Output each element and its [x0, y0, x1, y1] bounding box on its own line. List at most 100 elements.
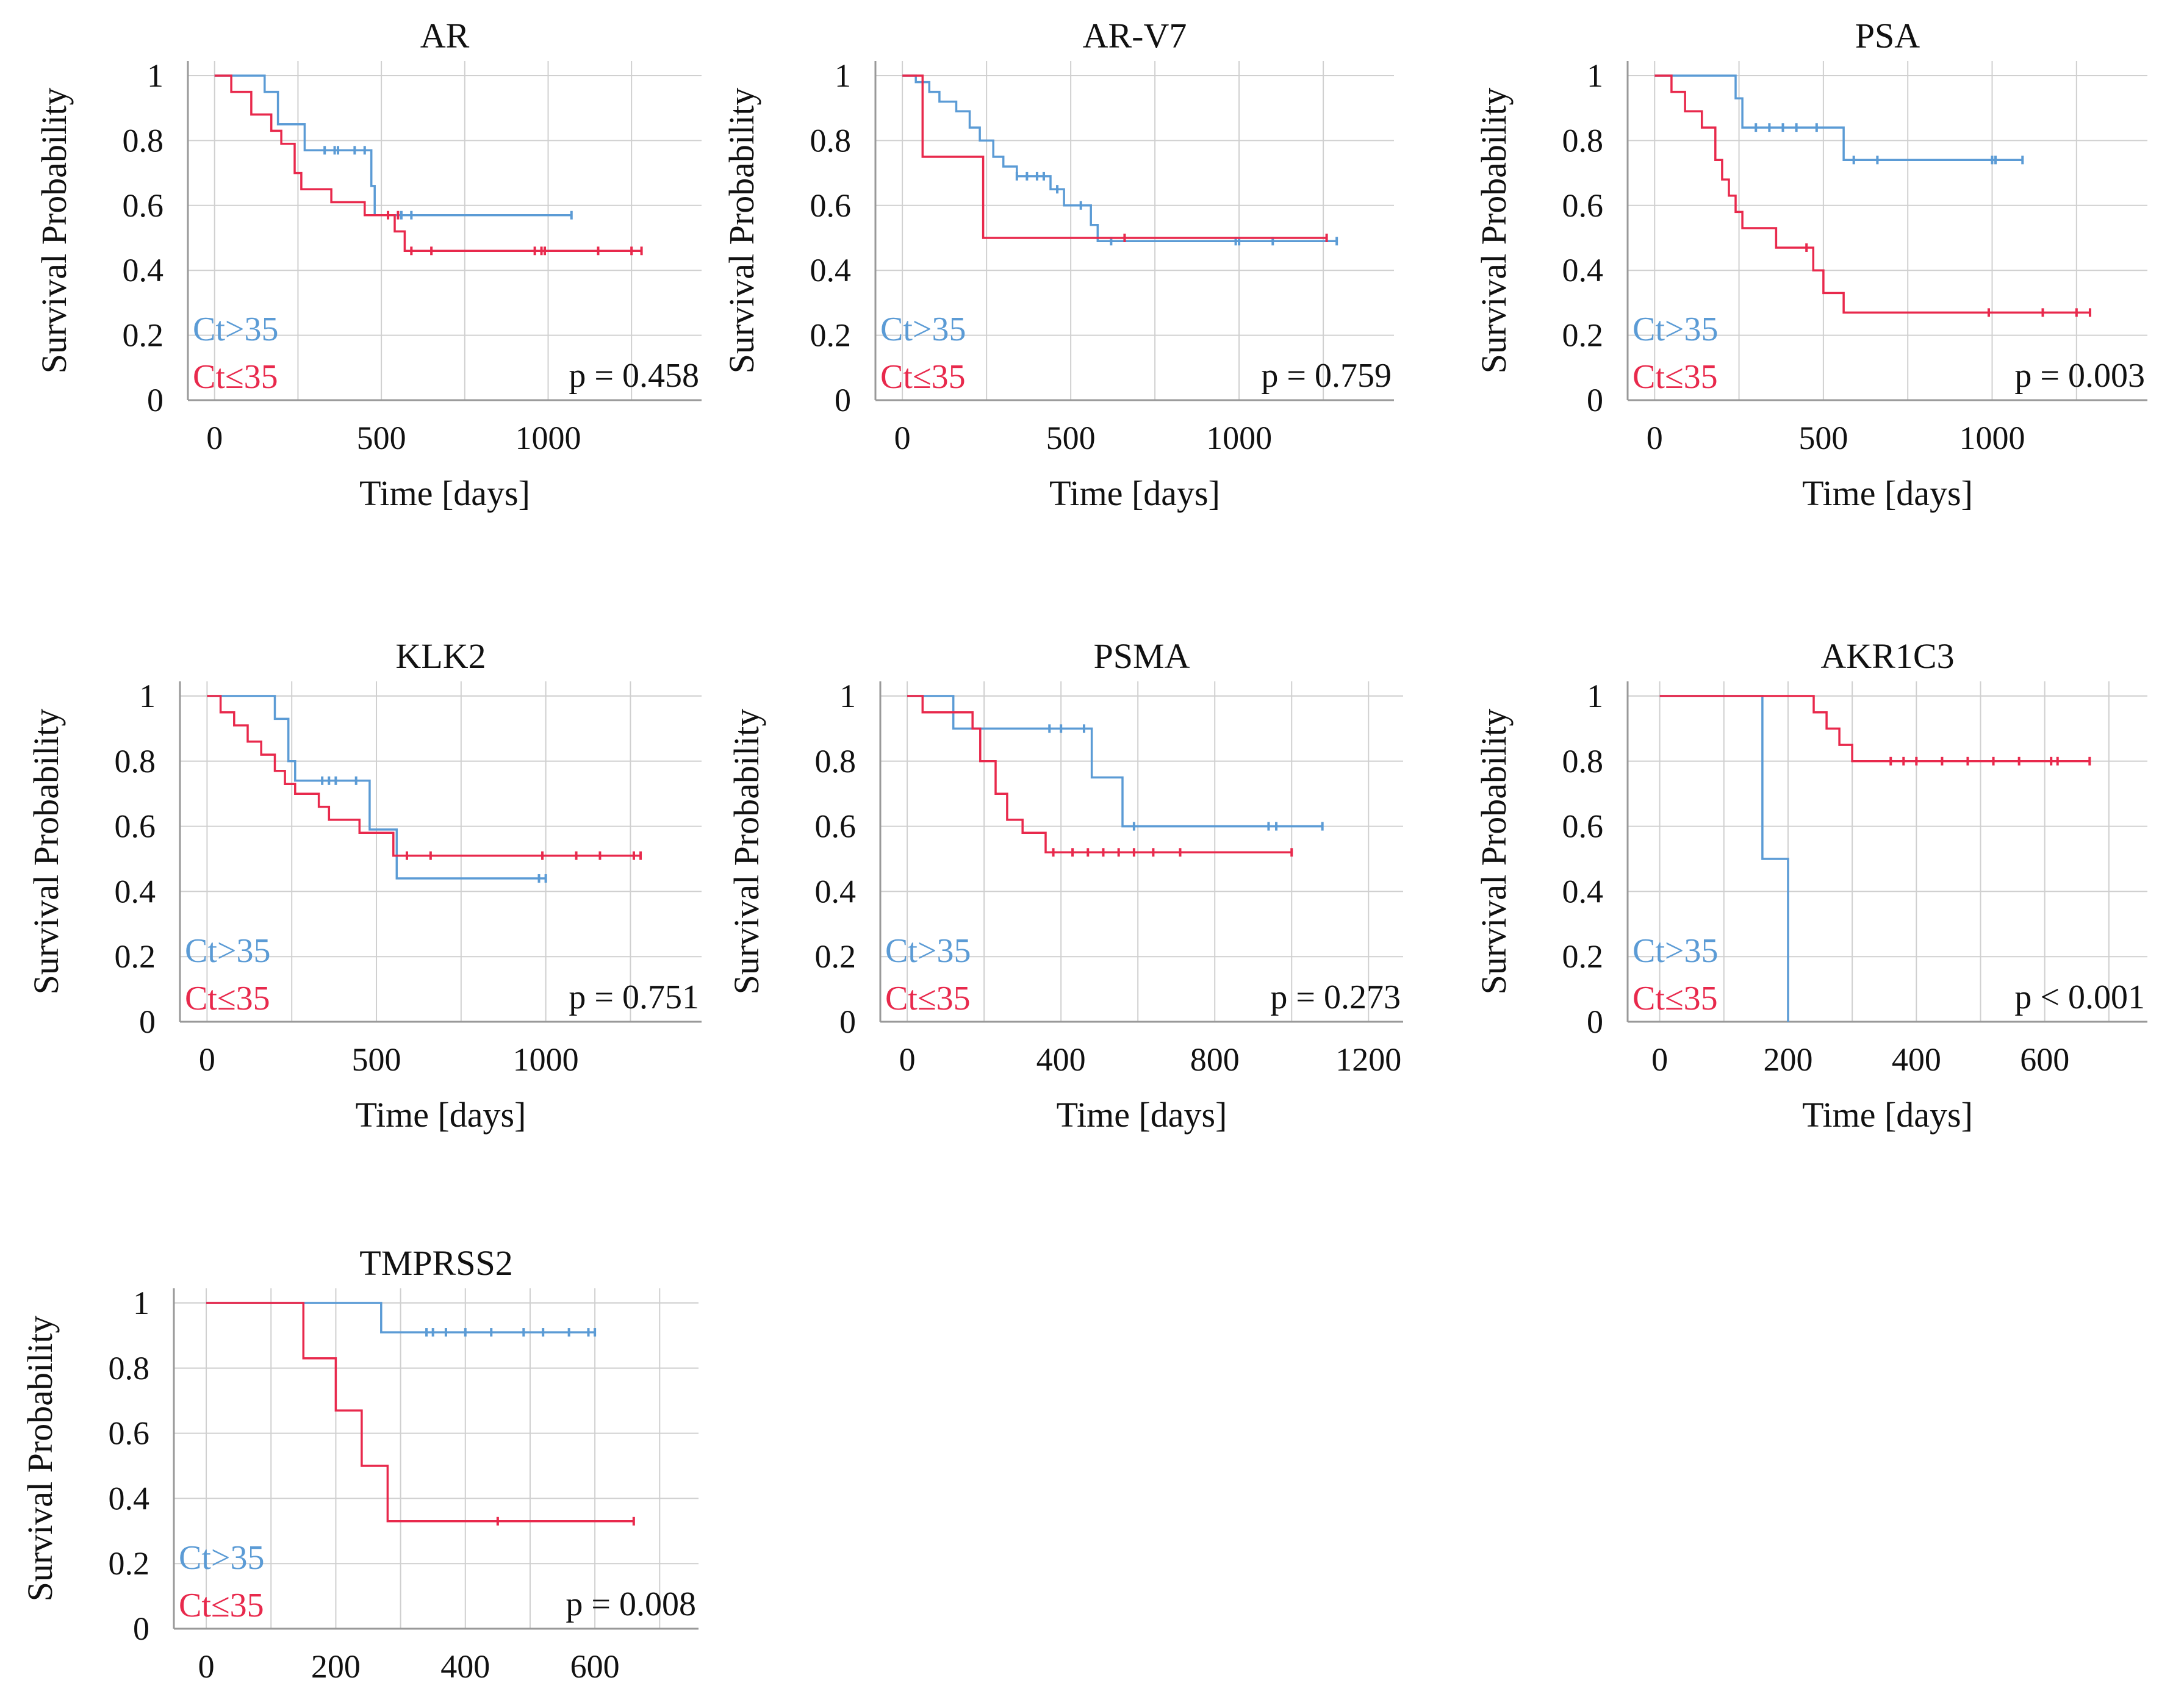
- km-curve-ct-le-35: [206, 1302, 634, 1523]
- km-curve-ct-le-35: [214, 74, 642, 253]
- panel-title: AR: [420, 16, 470, 56]
- y-tick-label: 0: [839, 1003, 856, 1040]
- y-tick-label: 0.8: [1562, 743, 1604, 780]
- x-tick-label: 600: [570, 1648, 620, 1685]
- x-axis-label: Time [days]: [1802, 473, 1973, 513]
- p-value: p = 0.273: [1270, 978, 1401, 1016]
- x-tick-label: 0: [206, 420, 223, 456]
- y-tick-label: 1: [1587, 57, 1603, 94]
- x-axis-label: Time [days]: [1057, 1095, 1227, 1135]
- km-panel-klk2: 0 0.2 0.4 0.6 0.8 1 0 500 1000 KLK2 Time [days] Sur…: [26, 636, 702, 1135]
- legend-ct-le-35: Ct≤35: [179, 1587, 264, 1624]
- y-tick-label: 0: [133, 1610, 149, 1647]
- y-tick-label: 0: [1587, 1003, 1603, 1040]
- km-curve-ct-gt-35: [214, 74, 572, 217]
- km-curve-ct-gt-35: [207, 695, 546, 880]
- y-tick-label: 0.4: [109, 1480, 150, 1516]
- legend-ct-le-35: Ct≤35: [1633, 980, 1718, 1017]
- x-tick-label: 0: [899, 1041, 916, 1078]
- p-value: p = 0.008: [566, 1585, 696, 1623]
- x-tick-label: 500: [1046, 420, 1096, 456]
- p-value: p = 0.003: [2014, 357, 2145, 395]
- x-tick-label: 400: [1036, 1041, 1086, 1078]
- y-tick-label: 1: [1587, 678, 1603, 714]
- km-panel-tmprss2: 0 0.2 0.4 0.6 0.8 1 0 200 400 600 TMPRSS2 Survival …: [20, 1243, 699, 1685]
- x-tick-label: 600: [2020, 1041, 2069, 1078]
- km-curve-ct-le-35: [907, 695, 1292, 854]
- panel-title: PSMA: [1094, 636, 1190, 676]
- legend-ct-le-35: Ct≤35: [1633, 358, 1718, 396]
- y-tick-label: 0.6: [1562, 187, 1604, 224]
- km-panel-ar-v7: 0 0.2 0.4 0.6 0.8 1 0 500 1000 AR-V7 Time [days] Su…: [722, 16, 1394, 513]
- legend-ct-gt-35: Ct>35: [1633, 310, 1719, 348]
- x-tick-label: 0: [1651, 1041, 1668, 1078]
- x-tick-label: 0: [199, 1041, 215, 1078]
- legend-ct-gt-35: Ct>35: [179, 1539, 265, 1577]
- p-value: p < 0.001: [2014, 978, 2145, 1016]
- y-tick-label: 0.4: [810, 252, 852, 289]
- km-curve-ct-gt-35: [902, 74, 1337, 243]
- x-tick-label: 500: [357, 420, 406, 456]
- x-tick-label: 200: [311, 1648, 361, 1685]
- y-tick-label: 0.4: [1562, 873, 1604, 910]
- y-tick-label: 0.2: [123, 317, 164, 354]
- x-tick-label: 1000: [1959, 420, 2025, 456]
- x-axis-label: Time [days]: [1049, 473, 1220, 513]
- y-axis-label: Survival Probability: [34, 88, 74, 374]
- p-value: p = 0.751: [569, 978, 699, 1016]
- x-tick-label: 400: [440, 1648, 490, 1685]
- y-tick-label: 1: [147, 57, 163, 94]
- x-axis-label: Time [days]: [359, 473, 530, 513]
- y-tick-label: 0.4: [115, 873, 156, 910]
- y-tick-label: 0.8: [115, 743, 156, 780]
- legend-ct-le-35: Ct≤35: [885, 980, 971, 1017]
- y-tick-label: 0: [139, 1003, 156, 1040]
- y-axis-label: Survival Probability: [1474, 709, 1514, 995]
- y-tick-label: 0.8: [815, 743, 857, 780]
- km-panel-ar: 0 0.2 0.4 0.6 0.8 1 0 500 1000 AR Time [days] Survi…: [34, 16, 702, 513]
- km-panel-psa: 0 0.2 0.4 0.6 0.8 1 0 500 1000 PSA Time [days] Surv…: [1474, 16, 2147, 513]
- km-curve-ct-gt-35: [907, 695, 1323, 828]
- km-panel-akr1c3: 0 0.2 0.4 0.6 0.8 1 0 200 400 600 AKR1C3 Time [days…: [1474, 636, 2147, 1135]
- legend-ct-gt-35: Ct>35: [193, 310, 279, 348]
- y-axis-label: Survival Probability: [722, 88, 761, 374]
- legend-ct-gt-35: Ct>35: [880, 310, 966, 348]
- y-tick-label: 0.4: [1562, 252, 1604, 289]
- y-tick-label: 0.8: [810, 122, 852, 159]
- x-tick-label: 500: [1798, 420, 1848, 456]
- panel-title: AR-V7: [1083, 16, 1187, 56]
- x-tick-label: 0: [198, 1648, 215, 1685]
- y-tick-label: 0.6: [1562, 808, 1604, 845]
- y-tick-label: 1: [139, 678, 156, 714]
- x-tick-label: 1000: [1206, 420, 1272, 456]
- y-axis-label: Survival Probability: [20, 1316, 60, 1602]
- y-tick-label: 0.6: [109, 1415, 150, 1452]
- y-tick-label: 0.6: [115, 808, 156, 845]
- legend-ct-gt-35: Ct>35: [885, 932, 971, 970]
- x-tick-label: 0: [894, 420, 911, 456]
- x-axis-label: Time [days]: [356, 1095, 526, 1135]
- y-tick-label: 1: [133, 1285, 149, 1321]
- legend-ct-gt-35: Ct>35: [185, 932, 271, 970]
- x-tick-label: 200: [1763, 1041, 1812, 1078]
- x-tick-label: 400: [1892, 1041, 1941, 1078]
- x-tick-label: 1000: [513, 1041, 579, 1078]
- y-tick-label: 0.2: [115, 938, 156, 975]
- y-tick-label: 0.6: [815, 808, 857, 845]
- km-curve-ct-gt-35: [1654, 74, 2023, 162]
- x-axis-label: Time [days]: [1802, 1095, 1973, 1135]
- panel-title: PSA: [1855, 16, 1920, 56]
- x-tick-label: 1200: [1335, 1041, 1401, 1078]
- y-tick-label: 0.2: [815, 938, 857, 975]
- legend-ct-le-35: Ct≤35: [880, 358, 966, 396]
- y-tick-label: 0.2: [810, 317, 852, 354]
- x-tick-label: 0: [1647, 420, 1663, 456]
- km-curve-ct-le-35: [902, 74, 1327, 239]
- panel-title: KLK2: [395, 636, 486, 676]
- legend-ct-gt-35: Ct>35: [1633, 932, 1719, 970]
- x-tick-label: 1000: [515, 420, 581, 456]
- y-tick-label: 0.8: [109, 1350, 150, 1387]
- y-tick-label: 0.2: [1562, 317, 1604, 354]
- km-curve-ct-le-35: [1654, 74, 2090, 314]
